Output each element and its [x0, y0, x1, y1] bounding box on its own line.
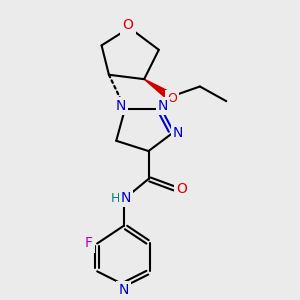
Text: O: O [167, 92, 177, 105]
Text: F: F [85, 236, 93, 250]
Text: N: N [116, 99, 126, 113]
Text: H: H [111, 191, 120, 205]
Text: O: O [176, 182, 187, 196]
Text: N: N [118, 283, 129, 297]
Text: N: N [121, 191, 131, 205]
Text: O: O [123, 19, 134, 32]
Text: N: N [158, 99, 168, 113]
Polygon shape [144, 79, 173, 100]
Text: N: N [173, 126, 183, 140]
